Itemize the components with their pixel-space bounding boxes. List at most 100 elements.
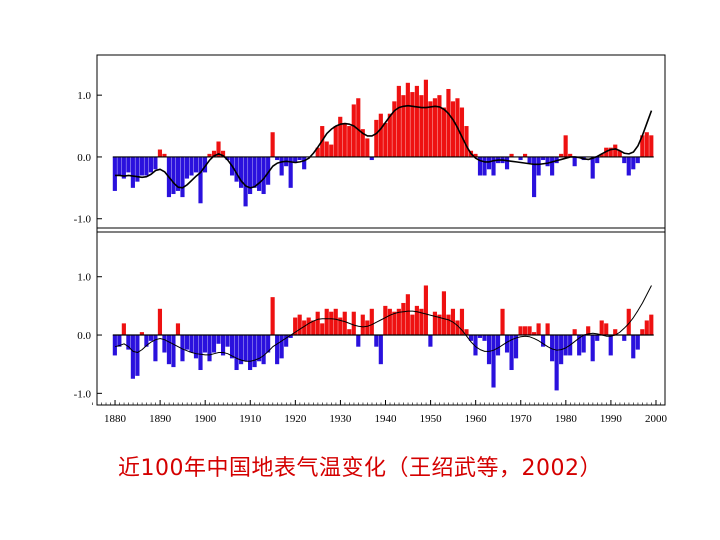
lower-bar-1917: [279, 335, 284, 359]
upper-bar-1939: [378, 113, 383, 157]
lower-bar-1905: [225, 335, 230, 347]
upper-bar-1912: [257, 156, 262, 191]
upper-bar-1997: [640, 135, 645, 157]
lower-bar-1940: [383, 305, 388, 336]
lower-bar-1939: [378, 335, 383, 365]
lower-bar-1921: [297, 314, 302, 336]
upper-bar-1927: [324, 141, 329, 157]
upper-bar-1949: [423, 79, 428, 157]
upper-bar-1886: [139, 156, 144, 176]
lower-bar-1996: [635, 335, 640, 350]
lower-bar-1916: [275, 335, 280, 365]
upper-bar-1952: [437, 95, 442, 157]
upper-bar-1934: [356, 98, 361, 157]
upper-bar-1942: [392, 101, 397, 157]
lower-bar-1933: [351, 311, 356, 336]
upper-bar-1902: [211, 150, 217, 157]
upper-bar-1885: [135, 156, 140, 182]
upper-bar-1910: [248, 156, 253, 195]
lower-bar-1924: [311, 320, 316, 336]
upper-bar-1941: [387, 113, 392, 157]
x-axis-tick-label: 1980: [555, 413, 578, 425]
lower-bar-1881: [117, 335, 122, 347]
lower-bar-1950: [428, 335, 433, 347]
lower-bar-1994: [626, 308, 631, 336]
chart-caption: 近100年中国地表气温变化（王绍武等，2002）: [118, 456, 602, 481]
upper-bar-1950: [428, 101, 433, 157]
upper-bar-1917: [279, 156, 284, 176]
x-axis-tick-label: 1960: [465, 413, 488, 425]
upper-bar-1881: [117, 156, 122, 176]
upper-smoothed-curve: [115, 104, 653, 189]
upper-panel: 1.0 0.0 -1.0: [74, 79, 654, 226]
upper-bar-1999: [649, 135, 654, 157]
lower-bar-1938: [374, 335, 379, 347]
lower-bar-1953: [441, 291, 447, 336]
lower-bar-1973: [532, 332, 537, 336]
lower-bar-1978: [554, 335, 559, 391]
lower-bar-1948: [419, 308, 424, 336]
upper-bar-1936: [365, 138, 370, 157]
lower-bar-1883: [126, 335, 131, 350]
upper-bar-1932: [347, 126, 352, 157]
lower-bar-1898: [193, 335, 199, 359]
x-axis-tick-label: 2000: [645, 413, 668, 425]
lower-bar-1987: [595, 335, 600, 341]
lower-bar-1914: [266, 335, 271, 353]
lower-bar-1901: [207, 335, 212, 362]
x-axis-tick-label: 1930: [329, 413, 352, 425]
lower-bar-1944: [401, 302, 406, 336]
lower-bar-1886: [139, 332, 144, 336]
upper-bar-1890: [157, 149, 163, 157]
lower-bar-1988: [599, 320, 604, 336]
lower-bar-1907: [234, 335, 239, 371]
upper-bar-1922: [302, 156, 307, 170]
upper-bar-1925: [315, 147, 320, 157]
upper-bar-1896: [184, 156, 190, 179]
lower-bar-1951: [432, 311, 437, 336]
lower-bar-1888: [148, 335, 153, 341]
upper-bar-1897: [189, 156, 194, 176]
lower-bar-1884: [130, 335, 135, 379]
lower-bar-1904: [220, 335, 226, 356]
lower-bar-1915: [270, 297, 275, 336]
lower-bar-1906: [229, 335, 235, 359]
upper-bar-1880: [112, 156, 117, 191]
lower-bar-1998: [644, 320, 649, 336]
lower-panel: 1.0 0.0 -1.0 1880 1890 1900 1910 1920 1930 1940 19…: [74, 272, 668, 425]
upper-bar-1935: [360, 129, 365, 157]
lower-bar-1891: [162, 335, 167, 353]
lower-bar-1954: [446, 314, 451, 336]
upper-bar-1994: [626, 156, 631, 176]
lower-bar-1936: [365, 320, 370, 336]
upper-ytick-label: 1.0: [77, 90, 91, 102]
lower-bar-1957: [459, 308, 465, 336]
lower-bar-1930: [338, 317, 343, 336]
upper-bar-1977: [550, 156, 555, 176]
x-axis-tick-label: 1920: [284, 413, 307, 425]
lower-bar-1925: [315, 311, 320, 336]
upper-bar-1953: [441, 107, 447, 157]
upper-bar-1972: [527, 156, 532, 164]
upper-bar-1986: [590, 156, 595, 179]
upper-bar-1929: [333, 126, 338, 157]
lower-bar-1908: [239, 335, 244, 365]
lower-bar-1964: [491, 335, 496, 388]
upper-bar-1940: [383, 122, 388, 157]
upper-bar-1883: [126, 156, 131, 173]
upper-bar-1905: [225, 156, 230, 161]
upper-bar-1913: [261, 156, 266, 195]
lower-bar-1899: [198, 335, 203, 371]
upper-bar-1882: [121, 156, 126, 179]
lower-bar-1935: [360, 314, 365, 336]
lower-bar-1887: [144, 335, 149, 347]
lower-bar-1882: [121, 323, 126, 336]
lower-bar-1966: [500, 308, 505, 336]
lower-bar-1943: [396, 308, 401, 336]
upper-bar-1974: [536, 156, 541, 176]
lower-bar-1980: [563, 335, 568, 356]
upper-bar-1891: [162, 153, 167, 157]
lower-bar-1892: [166, 335, 172, 365]
lower-bar-1968: [509, 335, 514, 371]
lower-bar-1885: [135, 335, 140, 376]
